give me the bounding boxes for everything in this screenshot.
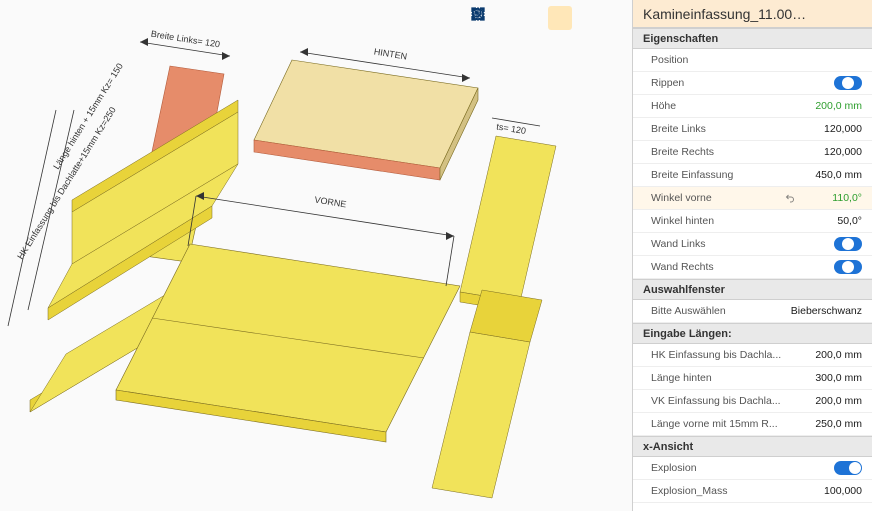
prop-breite-einfassung[interactable]: Breite Einfassung 450,0 mm xyxy=(633,164,872,187)
zoom-out-button[interactable] xyxy=(496,6,520,30)
prop-hoehe[interactable]: Höhe 200,0 mm xyxy=(633,95,872,118)
prop-hk-einfassung[interactable]: HK Einfassung bis Dachla... 200,0 mm xyxy=(633,344,872,367)
section-eingabe: Eingabe Längen: xyxy=(633,323,872,344)
pan-button[interactable] xyxy=(522,6,546,30)
prop-breite-rechts[interactable]: Breite Rechts 120,000 xyxy=(633,141,872,164)
svg-text:HINTEN: HINTEN xyxy=(373,46,408,61)
prop-breite-links[interactable]: Breite Links 120,000 xyxy=(633,118,872,141)
property-panel: Kamineinfassung_11.00… Eigenschaften Pos… xyxy=(632,0,872,511)
svg-text:Breite Links= 120: Breite Links= 120 xyxy=(150,29,221,50)
section-auswahl: Auswahlfenster xyxy=(633,279,872,300)
prop-position[interactable]: Position xyxy=(633,49,872,72)
prop-winkel-hinten[interactable]: Winkel hinten 50,0° xyxy=(633,210,872,233)
toggle-explosion[interactable] xyxy=(834,461,862,475)
toggle-wand-links[interactable] xyxy=(834,237,862,251)
toggle-rippen[interactable] xyxy=(834,76,862,90)
prop-bitte-auswaehlen[interactable]: Bitte Auswählen Bieberschwanz xyxy=(633,300,872,323)
prop-rippen[interactable]: Rippen xyxy=(633,72,872,95)
section-eigenschaften: Eigenschaften xyxy=(633,28,872,49)
prop-explosion-mass[interactable]: Explosion_Mass 100,000 xyxy=(633,480,872,503)
svg-text:VORNE: VORNE xyxy=(314,195,347,210)
prop-label: Position xyxy=(651,54,802,66)
undo-icon[interactable] xyxy=(784,192,796,204)
panel-title: Kamineinfassung_11.00… xyxy=(633,0,872,28)
toggle-wand-rechts[interactable] xyxy=(834,260,862,274)
prop-winkel-vorne[interactable]: Winkel vorne 110,0° xyxy=(633,187,872,210)
prop-wand-rechts[interactable]: Wand Rechts xyxy=(633,256,872,279)
svg-text:ts= 120: ts= 120 xyxy=(496,121,527,136)
model-svg: HINTEN Breite Links= 120 ts= 120 xyxy=(0,0,632,511)
view-toolbar xyxy=(470,6,624,30)
prop-wand-links[interactable]: Wand Links xyxy=(633,233,872,256)
section-ansicht: x-Ansicht xyxy=(633,436,872,457)
prop-laenge-vorne[interactable]: Länge vorne mit 15mm R... 250,0 mm xyxy=(633,413,872,436)
prop-laenge-hinten[interactable]: Länge hinten 300,0 mm xyxy=(633,367,872,390)
fullscreen-button[interactable] xyxy=(600,6,624,30)
viewport-3d[interactable]: HINTEN Breite Links= 120 ts= 120 xyxy=(0,0,632,511)
orbit-button[interactable] xyxy=(548,6,572,30)
fit-view-button[interactable] xyxy=(574,6,598,30)
prop-explosion[interactable]: Explosion xyxy=(633,457,872,480)
prop-vk-einfassung[interactable]: VK Einfassung bis Dachla... 200,0 mm xyxy=(633,390,872,413)
